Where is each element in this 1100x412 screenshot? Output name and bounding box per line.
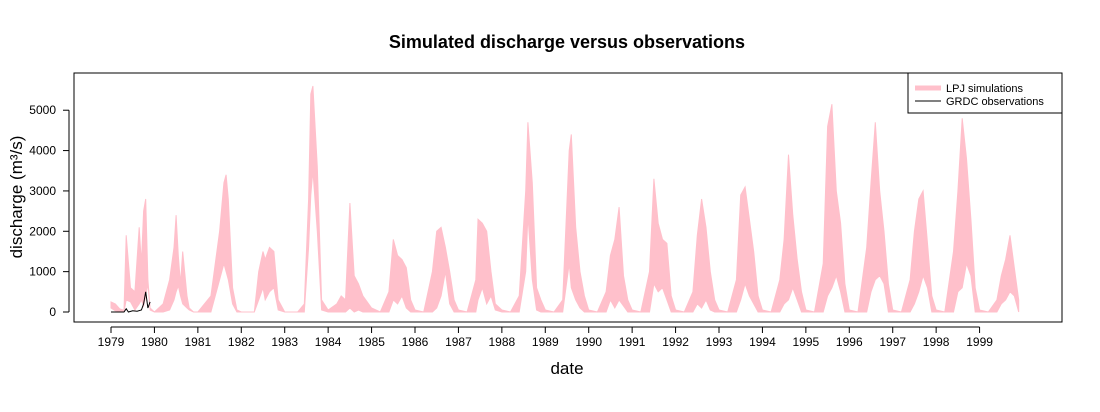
x-tick-label: 1993 [706, 335, 733, 349]
x-tick-label: 1992 [662, 335, 689, 349]
chart-title: Simulated discharge versus observations [389, 32, 745, 52]
x-tick-label: 1984 [315, 335, 342, 349]
grdc-line [111, 291, 151, 313]
y-tick-label: 2000 [29, 224, 56, 238]
plot-frame [73, 72, 1063, 323]
x-tick-label: 1983 [271, 335, 298, 349]
x-tick-label: 1980 [141, 335, 168, 349]
y-tick-label: 3000 [29, 184, 56, 198]
x-tick-label: 1998 [923, 335, 950, 349]
x-tick-label: 1985 [358, 335, 385, 349]
y-tick-label: 5000 [29, 103, 56, 117]
x-axis: 1979 1980 1981 1982 1983 1984 1985 1986 1987 1988… [98, 326, 993, 349]
y-axis: 0 1000 2000 3000 4000 5000 [29, 103, 70, 319]
lpj-band-area [110, 85, 1020, 313]
legend: LPJ simulations GRDC observations [907, 72, 1063, 114]
x-tick-label: 1986 [402, 335, 429, 349]
x-tick-label: 1987 [445, 335, 472, 349]
x-tick-label: 1995 [793, 335, 820, 349]
x-tick-label: 1990 [575, 335, 602, 349]
x-tick-label: 1979 [98, 335, 125, 349]
y-axis-label: discharge (m³/s) [7, 136, 26, 259]
x-tick-label: 1988 [489, 335, 516, 349]
x-tick-label: 1981 [185, 335, 212, 349]
x-tick-label: 1997 [879, 335, 906, 349]
grdc-observation-line [111, 291, 151, 313]
x-tick-label: 1982 [228, 335, 255, 349]
x-tick-label: 1991 [619, 335, 646, 349]
x-axis-label: date [550, 359, 583, 378]
y-tick-label: 4000 [29, 144, 56, 158]
x-tick-label: 1999 [966, 335, 993, 349]
x-tick-label: 1996 [836, 335, 863, 349]
lpj-simulation-band [110, 85, 1020, 313]
legend-box [907, 72, 1063, 114]
legend-label-grdc: GRDC observations [946, 96, 1044, 108]
x-tick-label: 1994 [749, 335, 776, 349]
legend-label-lpj: LPJ simulations [946, 83, 1024, 95]
x-tick-label: 1989 [532, 335, 559, 349]
y-tick-label: 1000 [29, 265, 56, 279]
y-tick-label: 0 [49, 305, 56, 319]
